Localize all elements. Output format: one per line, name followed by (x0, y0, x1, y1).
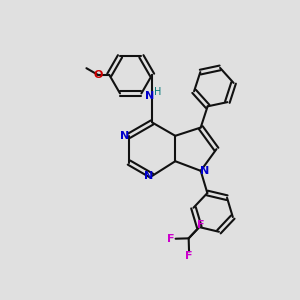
Text: N: N (120, 131, 130, 141)
Text: O: O (93, 70, 103, 80)
Text: F: F (185, 251, 193, 261)
Text: N: N (144, 171, 153, 181)
Text: F: F (167, 234, 175, 244)
Text: H: H (154, 86, 161, 97)
Text: N: N (145, 91, 154, 101)
Text: F: F (197, 220, 205, 230)
Text: N: N (200, 166, 209, 176)
